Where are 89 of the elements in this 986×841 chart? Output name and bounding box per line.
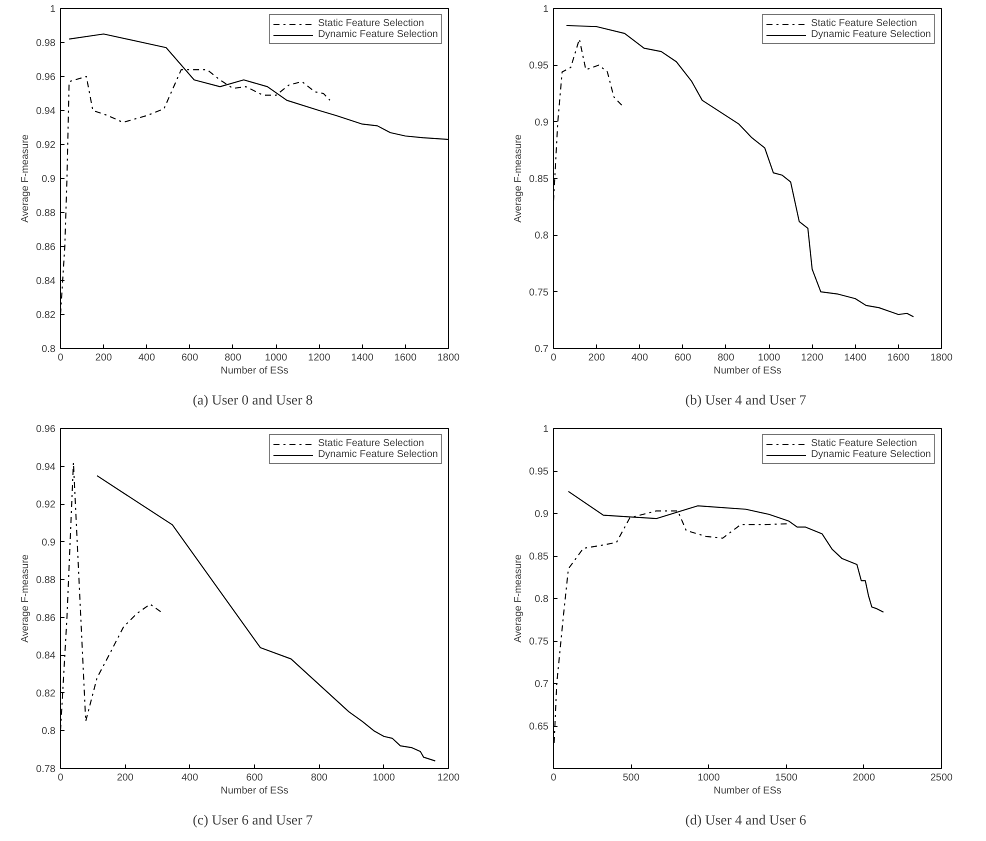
x-tick-label: 400 xyxy=(138,352,156,364)
y-tick-label: 0.65 xyxy=(529,722,549,732)
x-tick-label: 1600 xyxy=(394,352,417,364)
x-tick-label: 1800 xyxy=(437,352,460,364)
x-tick-label: 1400 xyxy=(351,352,374,364)
y-tick-label: 1 xyxy=(542,424,549,435)
text: (b) User 4 and User 7 xyxy=(685,394,806,408)
y-tick-label: 1 xyxy=(50,4,56,15)
x-tick-label: 1600 xyxy=(887,352,910,364)
y-tick-label: 0.94 xyxy=(36,106,56,117)
x-tick-label: 200 xyxy=(95,352,112,364)
y-tick-label: 0.7 xyxy=(534,679,549,690)
y-tick-label: 0.92 xyxy=(36,500,56,511)
y-tick-label: 0.7 xyxy=(534,344,549,355)
y-tick-label: 0.98 xyxy=(36,38,56,49)
x-tick-label: 600 xyxy=(674,352,692,364)
y-tick-label: 1 xyxy=(542,4,549,15)
text: (d) User 4 and User 6 xyxy=(685,814,806,828)
x-tick-label: 800 xyxy=(718,352,735,364)
y-tick-label: 0.82 xyxy=(36,688,56,700)
x-tick-label: 600 xyxy=(181,352,199,364)
x-tick-label: 2000 xyxy=(852,772,876,784)
y-tick-label: 0.96 xyxy=(36,72,56,83)
y-tick-label: 0.84 xyxy=(36,276,56,287)
x-tick-label: 800 xyxy=(224,352,242,364)
x-tick-label: 200 xyxy=(588,352,606,364)
legend-label: Dynamic Feature Selection xyxy=(810,29,931,40)
legend-label: Dynamic Feature Selection xyxy=(318,449,438,460)
y-tick-label: 0.85 xyxy=(529,552,549,562)
y-tick-label: 0.95 xyxy=(529,60,549,72)
y-tick-label: 0.8 xyxy=(42,344,56,355)
text: (c) User 6 and User 7 xyxy=(192,814,313,828)
y-tick-label: 0.8 xyxy=(42,726,56,738)
y-tick-label: 0.86 xyxy=(36,612,56,624)
y-tick-label: 0.84 xyxy=(36,650,56,662)
y-tick-label: 0.94 xyxy=(36,462,56,473)
x-tick-label: 1200 xyxy=(308,352,331,364)
x-tick-label: 1500 xyxy=(775,772,798,784)
y-axis-title: Average F-measure xyxy=(513,134,524,223)
y-tick-label: 0.82 xyxy=(36,310,56,321)
x-axis-title: Number of ESs xyxy=(714,366,782,376)
legend-label: Static Feature Selection xyxy=(810,18,918,29)
x-tick-label: 0 xyxy=(58,772,64,784)
y-tick-label: 0.9 xyxy=(534,509,549,520)
y-tick-label: 0.88 xyxy=(36,208,56,219)
y-tick-label: 0.75 xyxy=(529,287,549,298)
text: (a) User 0 and User 8 xyxy=(192,394,313,408)
y-tick-label: 0.96 xyxy=(36,424,56,435)
y-tick-label: 0.95 xyxy=(529,466,549,478)
x-tick-label: 1800 xyxy=(930,352,954,364)
legend-label: Static Feature Selection xyxy=(318,18,424,29)
legend-label: Dynamic Feature Selection xyxy=(318,29,438,40)
y-tick-label: 0.92 xyxy=(36,140,56,151)
y-tick-label: 0.9 xyxy=(42,174,56,185)
x-tick-label: 400 xyxy=(181,772,199,784)
y-tick-label: 0.88 xyxy=(36,575,56,586)
x-tick-label: 800 xyxy=(310,772,328,784)
legend-label: Static Feature Selection xyxy=(810,438,918,449)
x-axis-title: Number of ESs xyxy=(220,786,288,796)
y-axis-title: Average F-measure xyxy=(20,134,32,223)
x-tick-label: 1400 xyxy=(844,352,867,364)
x-tick-label: 0 xyxy=(550,352,557,364)
legend-label: Dynamic Feature Selection xyxy=(810,449,931,460)
x-axis-title: Number of ESs xyxy=(714,786,782,796)
legend-label: Static Feature Selection xyxy=(318,438,424,449)
x-tick-label: 1200 xyxy=(437,772,460,784)
x-tick-label: 1000 xyxy=(758,352,781,364)
y-tick-label: 0.9 xyxy=(42,537,56,548)
x-tick-label: 400 xyxy=(631,352,649,364)
y-axis-title: Average F-measure xyxy=(20,554,32,643)
x-tick-label: 1000 xyxy=(264,352,288,364)
x-tick-label: 1000 xyxy=(698,772,720,784)
x-axis-title: Number of ESs xyxy=(220,366,288,376)
y-tick-label: 0.85 xyxy=(529,174,549,185)
y-tick-label: 0.9 xyxy=(534,117,549,128)
y-tick-label: 0.75 xyxy=(529,636,549,648)
y-tick-label: 0.78 xyxy=(36,764,56,775)
y-tick-label: 0.86 xyxy=(36,242,56,253)
x-tick-label: 500 xyxy=(622,772,640,784)
x-tick-label: 2500 xyxy=(930,772,954,784)
y-axis-title: Average F-measure xyxy=(513,554,524,643)
x-tick-label: 1200 xyxy=(801,352,824,364)
x-tick-label: 1000 xyxy=(372,772,396,784)
x-tick-label: 200 xyxy=(116,772,134,784)
y-tick-label: 0.8 xyxy=(534,230,549,242)
y-tick-label: 0.8 xyxy=(534,594,549,605)
x-tick-label: 0 xyxy=(550,772,557,784)
x-tick-label: 0 xyxy=(58,352,64,364)
x-tick-label: 600 xyxy=(246,772,264,784)
